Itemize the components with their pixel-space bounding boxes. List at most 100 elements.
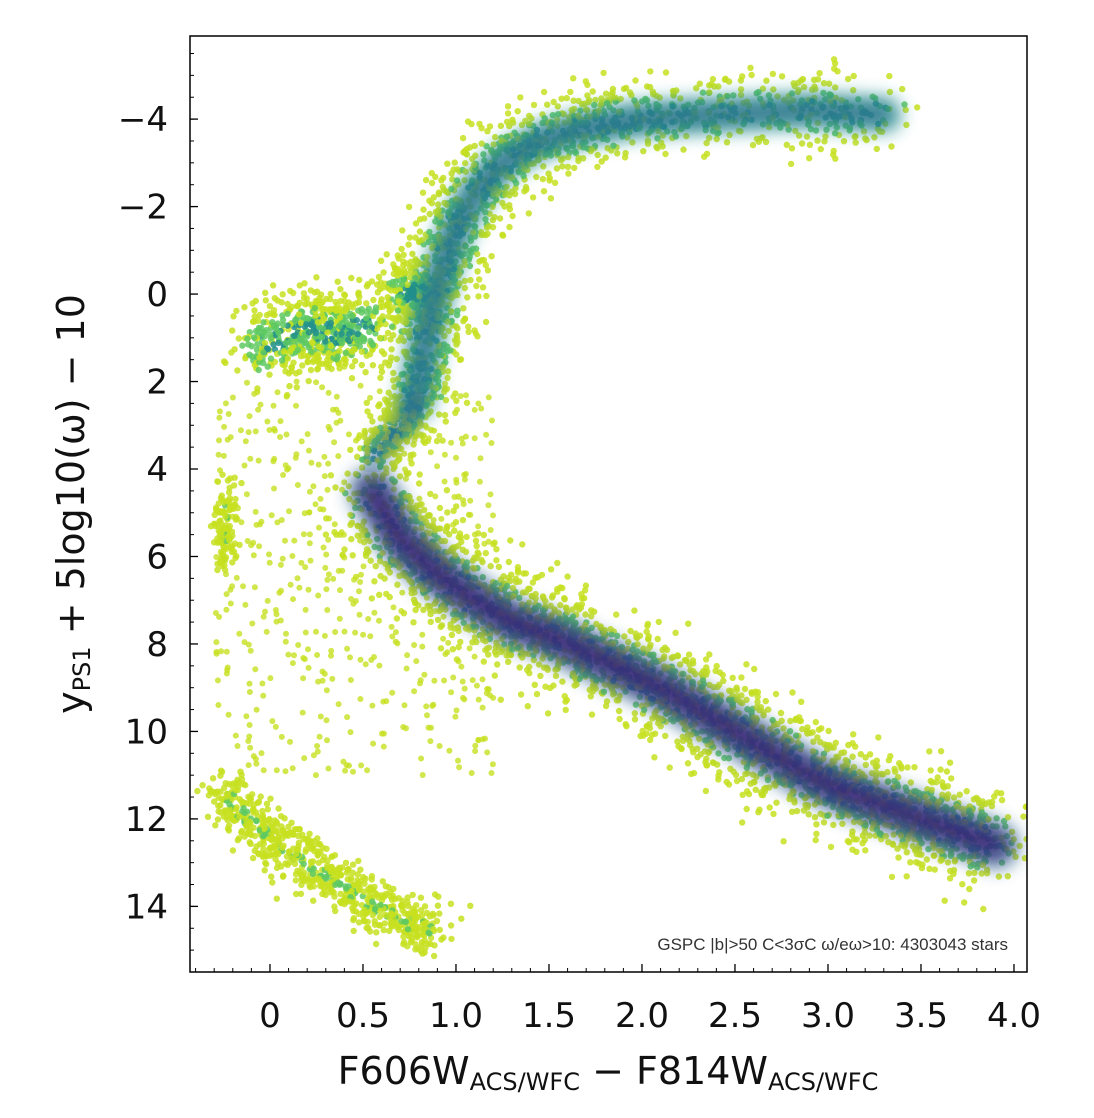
star-point <box>824 812 831 819</box>
star-point <box>513 180 520 187</box>
star-point <box>926 748 933 755</box>
star-point <box>821 741 828 748</box>
star-point <box>888 873 896 881</box>
star-point <box>565 153 572 161</box>
star-point <box>511 190 519 198</box>
star-point <box>772 690 780 698</box>
star-point <box>813 821 820 828</box>
star-point <box>961 899 968 906</box>
star-point <box>539 175 547 183</box>
star-point <box>588 711 596 718</box>
star-point <box>1050 821 1056 827</box>
star-point <box>525 585 532 592</box>
star-point <box>913 859 920 866</box>
star-point <box>743 764 750 771</box>
star-point <box>472 537 480 544</box>
star-point <box>995 873 1003 880</box>
star-point <box>571 674 578 681</box>
star-point <box>907 779 914 786</box>
star-point <box>544 710 552 717</box>
star-point <box>565 170 572 177</box>
star-point <box>822 133 829 140</box>
star-point <box>362 369 369 376</box>
star-point <box>530 101 538 109</box>
star-point <box>526 120 533 128</box>
star-point <box>524 703 531 710</box>
star-point <box>542 598 549 605</box>
star-point <box>395 269 402 277</box>
star-point <box>558 95 565 102</box>
star-point <box>256 311 263 319</box>
star-point <box>820 750 828 758</box>
star-point <box>293 337 300 345</box>
star-point <box>578 595 586 602</box>
star-point <box>754 689 762 696</box>
star-point <box>743 805 750 813</box>
star-point <box>661 653 668 660</box>
star-point <box>421 515 428 522</box>
star-point <box>463 533 470 541</box>
star-point <box>791 82 798 90</box>
star-point <box>495 563 503 570</box>
star-point <box>787 717 794 725</box>
star-point <box>519 589 527 596</box>
star-point <box>451 527 458 534</box>
star-point <box>580 155 587 162</box>
star-point <box>757 704 765 711</box>
star-point <box>892 768 899 775</box>
star-point <box>373 325 381 332</box>
star-point <box>529 194 537 201</box>
star-point <box>716 681 723 688</box>
star-point <box>442 418 449 425</box>
star-point <box>950 870 957 877</box>
star-point <box>235 335 242 342</box>
star-point <box>973 794 980 802</box>
star-point <box>460 305 467 312</box>
star-point <box>729 674 736 681</box>
star-point <box>488 253 495 260</box>
star-point <box>390 369 397 377</box>
star-point <box>376 591 383 598</box>
star-point <box>769 716 776 724</box>
star-point <box>359 464 366 471</box>
star-point <box>902 106 909 114</box>
star-point <box>354 453 361 460</box>
star-point <box>873 145 880 153</box>
star-point <box>773 799 780 806</box>
star-point <box>436 504 444 512</box>
star-point <box>578 601 586 608</box>
star-point <box>849 846 856 853</box>
star-point <box>658 139 665 146</box>
star-point <box>734 696 741 703</box>
star-point <box>1000 817 1008 825</box>
star-point <box>608 631 615 638</box>
star-point <box>356 276 363 284</box>
star-point <box>738 692 745 699</box>
star-point <box>373 281 381 288</box>
star-point <box>388 323 396 330</box>
star-point <box>733 777 741 785</box>
star-point <box>463 399 471 406</box>
star-point <box>484 230 491 237</box>
star-point <box>438 537 445 545</box>
star-point <box>663 646 671 654</box>
star-point <box>485 651 492 658</box>
star-point <box>749 141 757 149</box>
star-point <box>938 856 946 863</box>
star-point <box>610 691 617 698</box>
star-point <box>506 206 514 213</box>
star-point <box>349 304 356 311</box>
star-point <box>470 161 478 169</box>
star-point <box>587 693 594 700</box>
star-point <box>600 688 608 695</box>
star-point <box>937 748 945 755</box>
star-point <box>793 807 801 815</box>
star-point <box>445 327 452 335</box>
star-point <box>507 537 514 544</box>
star-point <box>394 307 402 314</box>
star-point <box>476 120 483 128</box>
star-point <box>751 778 758 786</box>
star-point <box>840 138 848 145</box>
star-point <box>453 351 460 358</box>
star-point <box>1023 835 1027 843</box>
